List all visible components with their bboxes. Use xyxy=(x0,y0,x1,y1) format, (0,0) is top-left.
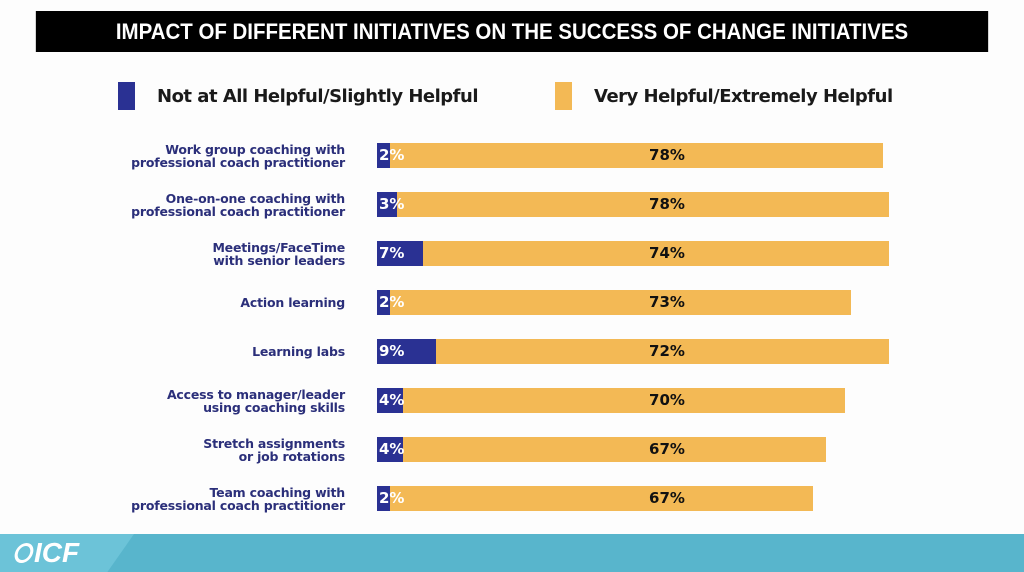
bar-very-helpful xyxy=(377,486,814,511)
category-label-line: professional coach practitioner xyxy=(131,203,345,219)
category-label-line: Meetings/FaceTime xyxy=(212,239,345,255)
bar-very-helpful xyxy=(377,388,845,413)
logo-text: ICF xyxy=(34,537,80,568)
category-label: Action learning xyxy=(45,296,345,309)
legend-item-very-helpful: Very Helpful/Extremely Helpful xyxy=(555,82,893,110)
category-label-line: with senior leaders xyxy=(213,252,345,268)
category-label: Team coaching with professional coach pra… xyxy=(45,486,345,512)
category-label-line: Work group coaching with xyxy=(165,141,345,157)
bar-very-helpful xyxy=(377,290,851,315)
data-label-not-helpful: 2% xyxy=(379,293,405,311)
data-label-very-helpful: 70% xyxy=(649,391,685,409)
category-label-line: using coaching skills xyxy=(203,399,345,415)
bar-very-helpful xyxy=(377,339,889,364)
bar-very-helpful xyxy=(377,192,889,217)
bar-very-helpful xyxy=(377,437,826,462)
chart-title: IMPACT OF DIFFERENT INITIATIVES ON THE S… xyxy=(35,11,989,52)
legend-label-not-helpful: Not at All Helpful/Slightly Helpful xyxy=(157,85,479,107)
category-label-line: Action learning xyxy=(240,295,345,310)
data-label-very-helpful: 72% xyxy=(649,342,685,360)
category-label-line: One-on-one coaching with xyxy=(165,190,346,206)
data-label-very-helpful: 78% xyxy=(649,146,685,164)
category-label: Work group coaching with professional coa… xyxy=(45,143,345,169)
category-label: Learning labs xyxy=(45,345,345,358)
data-label-very-helpful: 73% xyxy=(649,293,685,311)
data-label-very-helpful: 67% xyxy=(649,489,685,507)
icf-globe-icon xyxy=(12,543,36,563)
data-label-not-helpful: 9% xyxy=(379,342,405,360)
category-label-line: Access to manager/leader xyxy=(166,386,345,402)
data-label-not-helpful: 2% xyxy=(379,489,405,507)
category-label: One-on-one coaching with professional coa… xyxy=(45,192,345,218)
data-label-not-helpful: 7% xyxy=(379,244,405,262)
bar-not-helpful xyxy=(377,388,403,413)
legend-swatch-very-helpful xyxy=(555,82,572,110)
data-label-very-helpful: 74% xyxy=(649,244,685,262)
category-label-line: or job rotations xyxy=(238,448,346,464)
icf-logo: ICF xyxy=(12,537,80,569)
category-label-line: Team coaching with xyxy=(209,484,346,500)
bar-very-helpful xyxy=(377,143,883,168)
data-label-very-helpful: 67% xyxy=(649,440,685,458)
data-label-not-helpful: 3% xyxy=(379,195,405,213)
bar-not-helpful xyxy=(377,192,397,217)
bar-very-helpful xyxy=(377,241,889,266)
data-label-not-helpful: 4% xyxy=(379,440,405,458)
legend-swatch-not-helpful xyxy=(118,82,135,110)
category-label-line: professional coach practitioner xyxy=(131,497,345,513)
bar-not-helpful xyxy=(377,486,390,511)
bar-not-helpful xyxy=(377,241,423,266)
category-label-line: Stretch assignments xyxy=(203,435,345,451)
legend-label-very-helpful: Very Helpful/Extremely Helpful xyxy=(594,85,893,107)
data-label-not-helpful: 2% xyxy=(379,146,405,164)
category-label: Stretch assignments or job rotations xyxy=(45,437,345,463)
bar-not-helpful xyxy=(377,290,390,315)
category-label-line: Learning labs xyxy=(252,344,345,359)
footer-band: ICF xyxy=(0,534,1024,572)
bar-not-helpful xyxy=(377,339,436,364)
legend-item-not-helpful: Not at All Helpful/Slightly Helpful xyxy=(118,82,479,110)
category-label-line: professional coach practitioner xyxy=(131,154,345,170)
data-label-not-helpful: 4% xyxy=(379,391,405,409)
category-label: Access to manager/leader using coaching s… xyxy=(45,388,345,414)
bar-not-helpful xyxy=(377,437,403,462)
data-label-very-helpful: 78% xyxy=(649,195,685,213)
bar-not-helpful xyxy=(377,143,390,168)
category-label: Meetings/FaceTime with senior leaders xyxy=(45,241,345,267)
legend: Not at All Helpful/Slightly Helpful Very… xyxy=(0,82,1024,112)
